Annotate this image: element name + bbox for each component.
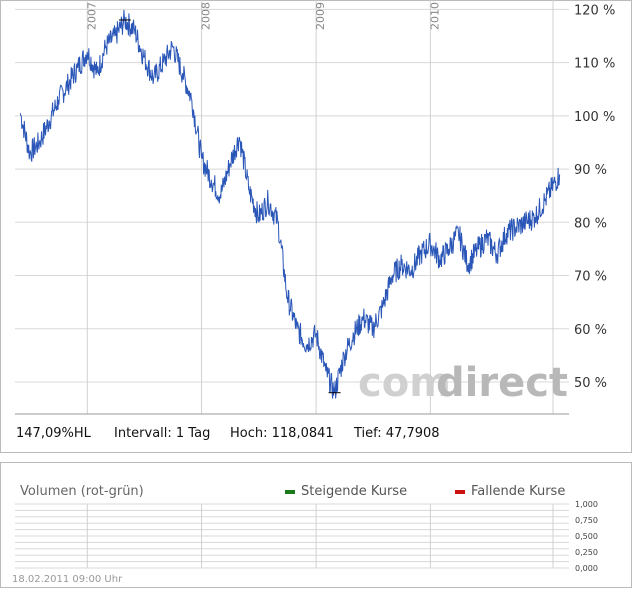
- legend-rising-label: Steigende Kurse: [301, 484, 408, 499]
- volume-y-tick-label: 1,000: [575, 500, 598, 509]
- price-series-line: [19, 9, 561, 399]
- legend-falling-label: Fallende Kurse: [471, 484, 566, 499]
- x-tick-label: 2008: [200, 2, 213, 30]
- x-tick-labels: 2007 2008 2009 2010: [85, 2, 441, 30]
- timestamp: 18.02.2011 09:00 Uhr: [12, 574, 123, 585]
- y-tick-label: 60 %: [574, 323, 607, 338]
- x-tick-label: 2010: [428, 2, 441, 30]
- volume-title: Volumen (rot-grün): [20, 484, 144, 499]
- y-tick-labels: 50 % 60 % 70 % 80 % 90 % 100 % 110 % 120 %: [574, 3, 615, 391]
- y-tick-label: 90 %: [574, 163, 607, 178]
- watermark: com direct: [358, 360, 568, 406]
- stat-high: Hoch: 118,0841: [230, 426, 334, 441]
- volume-y-tick-label: 0,750: [575, 516, 598, 525]
- y-tick-label: 120 %: [574, 3, 615, 18]
- y-tick-label: 50 %: [574, 376, 607, 391]
- volume-gridlines: [15, 503, 569, 569]
- legend-falling-swatch: [455, 489, 465, 494]
- volume-y-tick-label: 0,250: [575, 548, 598, 557]
- y-tick-label: 110 %: [574, 57, 615, 72]
- horizontal-gridlines: [15, 8, 569, 383]
- volume-y-tick-label: 0,000: [575, 564, 598, 573]
- price-chart: com direct 50 % 60 % 70 % 80 % 90 % 100 % 110 …: [0, 0, 632, 453]
- volume-chart: 1,000 0,750 0,500 0,250 0,000: [0, 462, 632, 588]
- watermark-direct: direct: [436, 360, 568, 406]
- volume-y-tick-label: 0,500: [575, 532, 598, 541]
- y-tick-label: 70 %: [574, 270, 607, 285]
- x-tick-label: 2007: [85, 2, 98, 30]
- y-tick-label: 100 %: [574, 110, 615, 125]
- volume-y-tick-labels: 1,000 0,750 0,500 0,250 0,000: [575, 500, 598, 573]
- legend-rising: Steigende Kurse: [285, 484, 407, 499]
- watermark-com: com: [358, 360, 451, 406]
- x-tick-label: 2009: [314, 2, 327, 30]
- vertical-gridlines: [86, 0, 554, 414]
- stat-type: 147,09%HL: [16, 426, 91, 441]
- y-tick-label: 80 %: [574, 216, 607, 231]
- stat-low: Tief: 47,7908: [354, 426, 440, 441]
- legend-rising-swatch: [285, 489, 295, 494]
- legend-falling: Fallende Kurse: [455, 484, 565, 499]
- stat-interval: Intervall: 1 Tag: [114, 426, 211, 441]
